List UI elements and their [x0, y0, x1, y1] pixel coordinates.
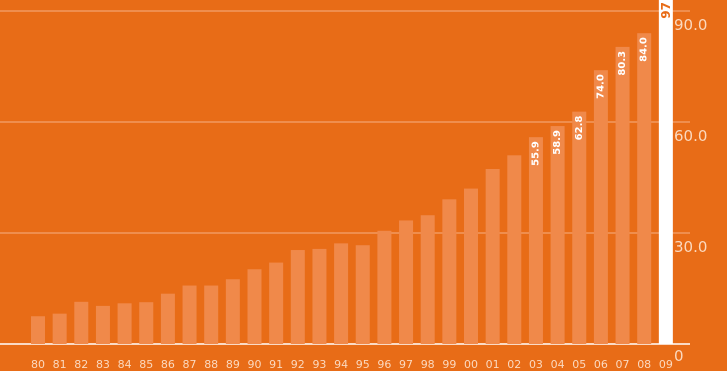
x-tick-label: 87: [183, 358, 197, 371]
data-label: 74.0: [595, 74, 606, 99]
bar: [550, 126, 565, 344]
data-label: 84.0: [639, 37, 650, 62]
bar: [355, 245, 370, 344]
y-tick-label: 0: [674, 347, 684, 365]
x-tick-label: 82: [74, 358, 88, 371]
y-tick-label: 60.0: [674, 127, 707, 145]
x-tick-label: 05: [572, 358, 586, 371]
x-axis-ticks: 80 81 82 83 84 85 86 87 88 89 90 91 92 93 94 95 96 97 98 99…: [31, 358, 673, 371]
bar: [637, 33, 652, 344]
bar: [658, 0, 673, 344]
bar: [139, 302, 154, 344]
bar: [160, 293, 175, 344]
x-tick-label: 92: [291, 358, 305, 371]
bar: [31, 316, 45, 344]
data-label: 97: [659, 2, 673, 19]
x-tick-label: 90: [248, 358, 262, 371]
bar: [615, 46, 630, 344]
x-tick-label: 94: [334, 358, 348, 371]
x-tick-label: 85: [139, 358, 153, 371]
x-tick-label: 81: [53, 358, 67, 371]
x-tick-label: 88: [204, 358, 218, 371]
x-tick-label: 09: [659, 358, 673, 371]
x-tick-label: 98: [421, 358, 435, 371]
x-tick-label: 06: [594, 358, 608, 371]
x-tick-label: 03: [529, 358, 543, 371]
x-tick-label: 95: [356, 358, 370, 371]
bar: [334, 243, 349, 344]
x-tick-label: 08: [637, 358, 651, 371]
x-tick-label: 01: [486, 358, 500, 371]
x-tick-label: 00: [464, 358, 478, 371]
data-label: 80.3: [617, 51, 628, 76]
bar: [247, 269, 262, 344]
bar: [74, 301, 89, 344]
x-tick-label: 86: [161, 358, 175, 371]
bar: [204, 285, 219, 344]
bars: [31, 0, 673, 344]
bar: [593, 70, 608, 344]
x-tick-label: 02: [507, 358, 521, 371]
bar: [399, 220, 414, 344]
x-tick-label: 83: [96, 358, 110, 371]
bar: [290, 250, 305, 344]
y-tick-label: 90.0: [674, 16, 707, 34]
data-label: 58.9: [552, 130, 563, 155]
x-tick-label: 96: [377, 358, 391, 371]
bar: [528, 137, 543, 344]
bar: [117, 303, 132, 344]
bar: [464, 188, 478, 344]
bar: [507, 155, 522, 344]
data-label: 55.9: [530, 141, 541, 166]
x-tick-label: 80: [31, 358, 45, 371]
x-tick-label: 91: [269, 358, 283, 371]
x-tick-label: 89: [226, 358, 240, 371]
y-tick-label: 30.0: [674, 238, 707, 256]
bar: [182, 285, 197, 344]
bar: [269, 262, 284, 344]
bar: [377, 230, 392, 344]
bar: [312, 248, 327, 344]
bar: [225, 279, 240, 344]
x-tick-label: 99: [442, 358, 456, 371]
bar: [420, 215, 435, 344]
x-tick-label: 07: [616, 358, 630, 371]
data-label: 62.8: [574, 116, 585, 141]
x-tick-label: 84: [118, 358, 132, 371]
bar: [572, 111, 587, 344]
data-labels: 55.9 58.9 62.8 74.0 80.3 84.0 97: [530, 2, 672, 166]
x-tick-label: 97: [399, 358, 413, 371]
bar: [52, 313, 67, 344]
x-tick-label: 04: [551, 358, 565, 371]
x-tick-label: 93: [312, 358, 326, 371]
y-axis-ticks: 0 30.0 60.0 90.0: [674, 16, 707, 365]
bar: [485, 168, 500, 344]
bar: [442, 199, 457, 344]
bar: [95, 305, 110, 344]
